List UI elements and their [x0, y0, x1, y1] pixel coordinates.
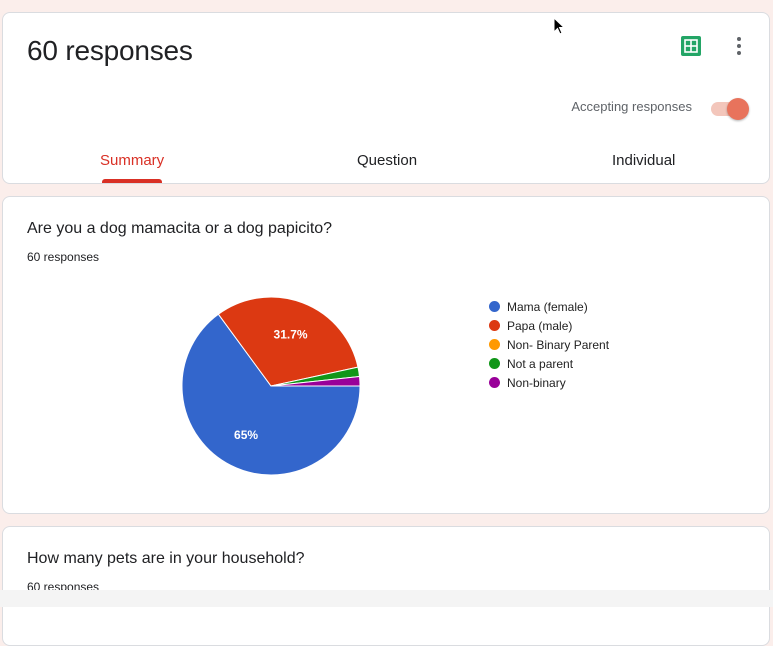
tab-summary[interactable]: Summary — [100, 152, 165, 169]
legend-swatch-1 — [489, 320, 500, 331]
legend-item-3: Not a parent — [489, 354, 609, 373]
question-title: Are you a dog mamacita or a dog papicito… — [27, 220, 333, 237]
question-title-2: How many pets are in your household? — [27, 550, 305, 567]
legend-swatch-3 — [489, 358, 500, 369]
legend-swatch-0 — [489, 301, 500, 312]
legend-label-0: Mama (female) — [507, 299, 588, 314]
legend-label-2: Non- Binary Parent — [507, 337, 610, 352]
legend-item-0: Mama (female) — [489, 297, 609, 316]
legend-item-2: Non- Binary Parent — [489, 335, 609, 354]
legend-swatch-4 — [489, 377, 500, 388]
page-title: 60 responses — [27, 35, 193, 66]
legend-label-3: Not a parent — [507, 356, 574, 371]
google-sheets-icon[interactable] — [681, 36, 701, 56]
bottom-scroll-area — [0, 590, 773, 607]
mouse-cursor-icon — [553, 17, 566, 35]
pie-data-label-1: 31.7% — [274, 327, 308, 341]
question-summary-card-2: How many pets are in your household? 60 … — [2, 526, 770, 646]
accepting-responses-toggle[interactable] — [709, 98, 749, 120]
chart-legend: Mama (female) Papa (male) Non- Binary Pare… — [489, 297, 609, 392]
legend-swatch-2 — [489, 339, 500, 350]
accepting-responses-label: Accepting responses — [571, 99, 692, 114]
pie-slice-1[interactable] — [217, 296, 359, 387]
pie-slice-4[interactable] — [270, 375, 361, 387]
tab-question[interactable]: Question — [357, 152, 418, 169]
pie-data-label-0: 65% — [234, 428, 258, 442]
active-tab-indicator — [102, 179, 162, 183]
legend-label-1: Papa (male) — [507, 318, 573, 333]
summary-header-card: 60 responses Accepting responses Summary… — [2, 12, 770, 184]
tab-individual[interactable]: Individual — [612, 152, 676, 169]
more-options-icon[interactable] — [729, 35, 749, 57]
legend-item-4: Non-binary — [489, 373, 609, 392]
response-count: 60 responses — [27, 250, 100, 264]
question-summary-card: Are you a dog mamacita or a dog papicito… — [2, 196, 770, 514]
legend-item-1: Papa (male) — [489, 316, 609, 335]
legend-label-4: Non-binary — [507, 375, 566, 390]
pie-chart: 65% 31.7% — [181, 296, 361, 476]
pie-slice-0[interactable] — [181, 313, 361, 476]
